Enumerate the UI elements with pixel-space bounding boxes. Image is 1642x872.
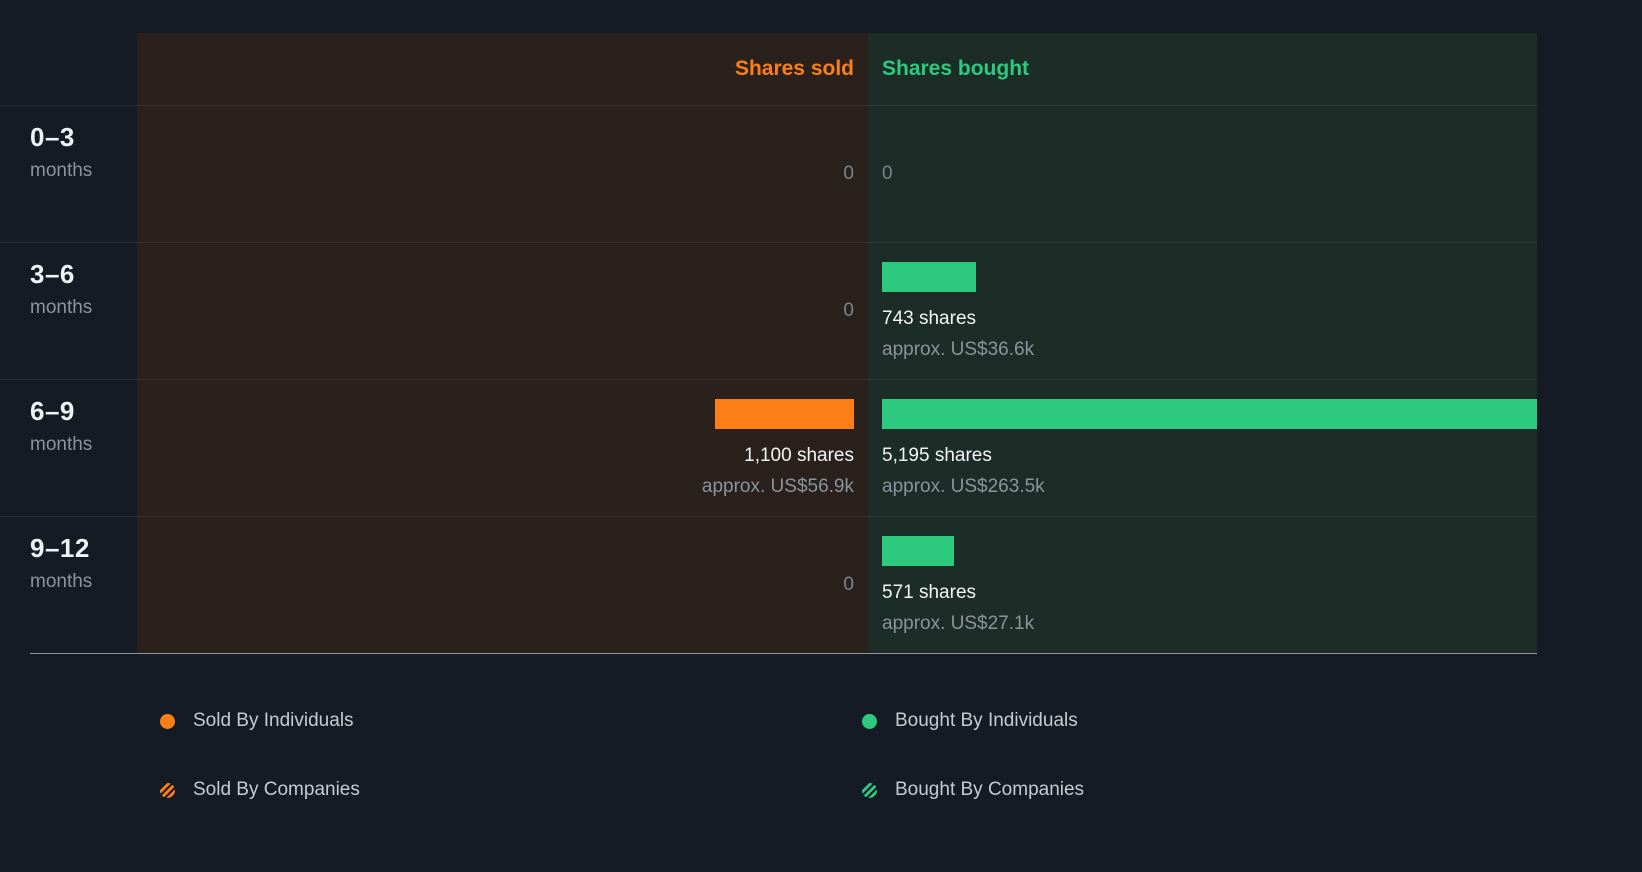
sold-zero-value: 0 xyxy=(843,574,854,595)
sold-cell: 0 xyxy=(137,242,868,379)
period-unit-label: months xyxy=(30,571,93,592)
bought-bar[interactable] xyxy=(882,398,1537,429)
sold-bar[interactable] xyxy=(715,398,854,429)
period-label: 9–12 xyxy=(30,533,90,563)
legend-label: Bought By Individuals xyxy=(895,710,1078,731)
sold-cell: 1,100 shares approx. US$56.9k xyxy=(137,379,868,516)
header-spacer xyxy=(0,33,137,105)
bought-cell: 5,195 shares approx. US$263.5k xyxy=(868,379,1537,516)
chart-header-row: Shares sold Shares bought xyxy=(0,33,1537,105)
legend-item-bought-companies: Bought By Companies xyxy=(862,779,1564,801)
legend-item-sold-companies: Sold By Companies xyxy=(160,779,862,801)
bought-companies-swatch-icon xyxy=(862,782,877,798)
bought-shares-value: 5,195 shares xyxy=(882,444,992,466)
bought-header-cell: Shares bought xyxy=(868,33,1537,105)
sold-shares-value: 1,100 shares xyxy=(744,444,854,466)
bought-approx-value: approx. US$36.6k xyxy=(882,338,1035,360)
period-cell: 6–9 months xyxy=(0,379,137,516)
period-label: 6–9 xyxy=(30,396,75,426)
legend-label: Sold By Individuals xyxy=(193,710,354,731)
sold-companies-swatch-icon xyxy=(160,782,175,798)
sold-cell: 0 xyxy=(137,105,868,242)
period-cell: 0–3 months xyxy=(0,105,137,242)
legend-item-sold-individuals: Sold By Individuals xyxy=(160,710,862,732)
sold-header-cell: Shares sold xyxy=(137,33,868,105)
bought-cell: 743 shares approx. US$36.6k xyxy=(868,242,1537,379)
bought-shares-value: 571 shares xyxy=(882,581,977,603)
legend-label: Bought By Companies xyxy=(895,779,1085,800)
bought-bar[interactable] xyxy=(882,535,954,566)
legend-sold-column: Sold By Individuals Sold By Companies xyxy=(160,710,862,801)
period-unit-label: months xyxy=(30,297,93,318)
period-label: 3–6 xyxy=(30,259,75,289)
legend-bought-column: Bought By Individuals Bought By Companie… xyxy=(862,710,1564,801)
sold-approx-value: approx. US$56.9k xyxy=(701,475,854,497)
period-label: 0–3 xyxy=(30,122,75,152)
bought-zero-value: 0 xyxy=(882,163,893,184)
bought-individuals-swatch-icon xyxy=(862,713,877,729)
period-cell: 3–6 months xyxy=(0,242,137,379)
bought-approx-value: approx. US$263.5k xyxy=(882,475,1045,497)
sold-individuals-swatch-icon xyxy=(160,713,175,729)
bought-bar[interactable] xyxy=(882,261,976,292)
bought-cell: 571 shares approx. US$27.1k xyxy=(868,516,1537,653)
legend-label: Sold By Companies xyxy=(193,779,360,800)
period-unit-label: months xyxy=(30,434,93,455)
shares-bought-header: Shares bought xyxy=(882,57,1030,80)
sold-zero-value: 0 xyxy=(843,300,854,321)
table-row: 9–12 months 0 571 shares approx. US$27.1… xyxy=(0,516,1537,653)
sold-zero-value: 0 xyxy=(843,163,854,184)
table-row: 3–6 months 0 743 shares approx. US$36.6k xyxy=(0,242,1537,379)
chart-baseline xyxy=(30,653,1537,654)
chart-legend: Sold By Individuals Sold By Companies Bo… xyxy=(160,710,1642,801)
period-cell: 9–12 months xyxy=(0,516,137,653)
shares-sold-header: Shares sold xyxy=(734,57,854,80)
table-row: 6–9 months 1,100 shares approx. US$56.9k… xyxy=(0,379,1537,516)
table-row: 0–3 months 0 0 xyxy=(0,105,1537,242)
insider-trading-chart: Shares sold Shares bought 0–3 months 0 0… xyxy=(0,33,1537,654)
period-unit-label: months xyxy=(30,160,93,181)
bought-cell: 0 xyxy=(868,105,1537,242)
bought-shares-value: 743 shares xyxy=(882,307,977,329)
bought-approx-value: approx. US$27.1k xyxy=(882,612,1035,634)
sold-cell: 0 xyxy=(137,516,868,653)
legend-item-bought-individuals: Bought By Individuals xyxy=(862,710,1564,732)
